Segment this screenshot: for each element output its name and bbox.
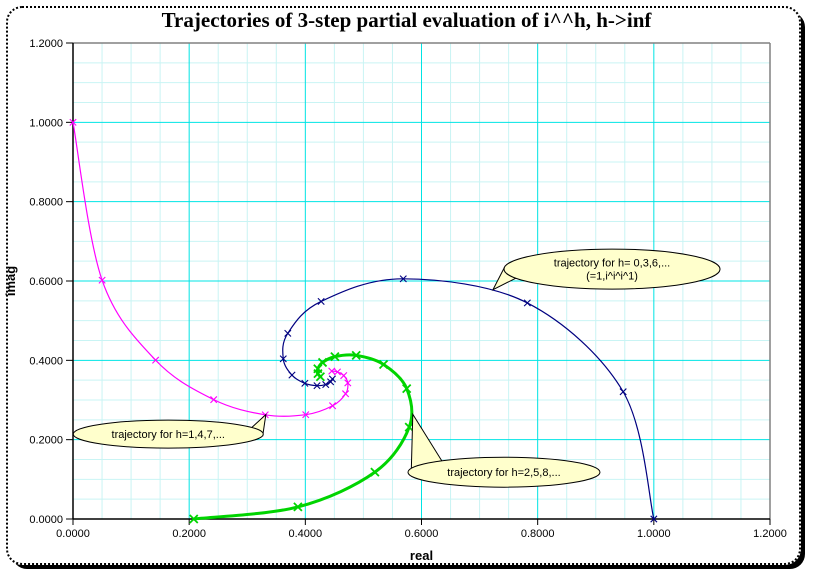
y-tick-label: 1.2000 [29, 38, 63, 50]
callout-bubble [407, 456, 601, 488]
x-tick-label: 0.8000 [521, 528, 555, 540]
series-h147-x-marker [344, 379, 352, 387]
series-h147-path [72, 121, 349, 417]
x-tick-label: 0.0000 [56, 528, 90, 540]
series-h258-x-marker [351, 350, 361, 361]
x-axis-label: real [410, 548, 433, 563]
y-tick-label: 0.0000 [29, 514, 63, 526]
y-axis-label: imag [3, 266, 18, 296]
y-tick-label: 1.0000 [29, 117, 63, 129]
series-h147-x-marker [328, 367, 336, 375]
series-h036-x-marker [399, 275, 407, 283]
series-h036-path [282, 278, 655, 520]
callout-text: trajectory for h=2,5,8,... [447, 467, 560, 479]
series-h036-x-marker [284, 329, 292, 337]
series-h036-x-marker [619, 388, 627, 396]
series-h147-x-marker [340, 372, 348, 380]
series-h036-x-marker [322, 380, 330, 389]
series-h036-x-marker [650, 515, 658, 523]
callout-tail [410, 412, 443, 469]
callout-bubble [72, 419, 264, 449]
series-h258-x-marker [293, 502, 303, 512]
series-h147-x-marker [210, 396, 218, 404]
series-h147-x-marker [341, 390, 350, 398]
y-tick-label: 0.6000 [29, 276, 63, 288]
callout-text: trajectory for h= 0,3,6,... [554, 258, 670, 270]
series-h147-x-marker [98, 276, 106, 284]
series-h147-x-marker [328, 402, 337, 410]
x-tick-label: 0.6000 [405, 528, 439, 540]
series-h036-x-marker [523, 299, 531, 307]
series-h036-x-marker [301, 379, 309, 387]
series-h258-x-marker [370, 467, 380, 477]
series-h147-x-marker [69, 118, 77, 126]
series-h147-x-marker [152, 356, 160, 364]
series-h258-x-marker [189, 514, 199, 524]
series-h036-x-marker [328, 375, 336, 383]
x-tick-label: 1.2000 [753, 528, 787, 540]
x-tick-label: 0.2000 [172, 528, 206, 540]
series-h036-x-marker [288, 371, 296, 379]
series-h258-x-marker [330, 351, 340, 362]
chart-title: Trajectories of 3-step partial evaluatio… [161, 8, 652, 32]
series-h036-x-marker [317, 297, 325, 306]
y-tick-label: 0.8000 [29, 197, 63, 209]
series-h258-x-marker [402, 383, 412, 394]
series-h147-x-marker [302, 411, 310, 419]
x-tick-label: 0.4000 [289, 528, 323, 540]
series-h036-x-marker [279, 355, 287, 363]
callout-bubble [503, 248, 721, 290]
series-h036-x-marker [313, 382, 321, 390]
y-tick-label: 0.2000 [29, 435, 63, 447]
callout-text: trajectory for h=1,4,7,... [112, 429, 225, 441]
y-tick-label: 0.4000 [29, 355, 63, 367]
page-border [6, 6, 801, 565]
x-tick-label: 1.0000 [637, 528, 671, 540]
series-h258-x-marker [315, 372, 326, 382]
callout-text: (=1,i^i^i^1) [586, 271, 638, 283]
series-h147-x-marker [333, 368, 342, 376]
series-h258-x-marker [317, 357, 328, 368]
series-h258-x-marker [378, 359, 389, 370]
series-h258-x-marker [404, 422, 414, 432]
